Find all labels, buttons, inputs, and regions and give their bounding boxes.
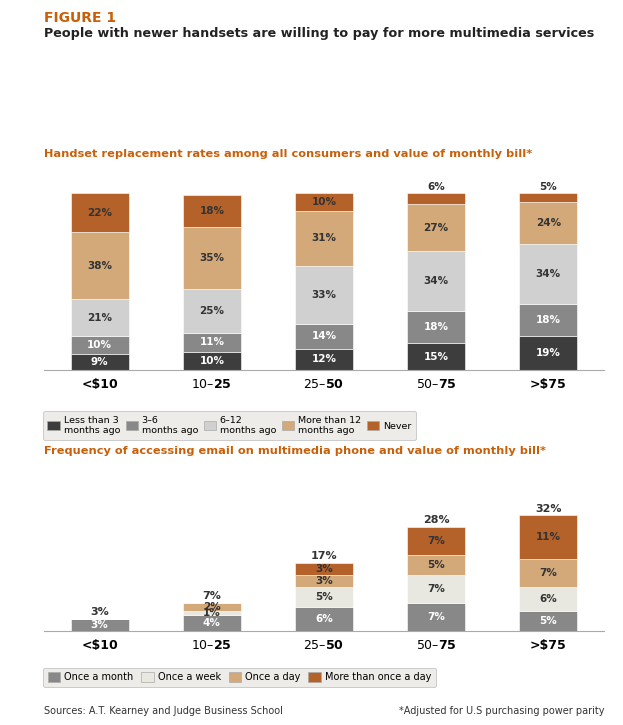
Text: 10%: 10% (312, 197, 336, 207)
Text: 4%: 4% (203, 618, 221, 628)
Text: 9%: 9% (91, 357, 108, 367)
Text: 11%: 11% (199, 337, 224, 347)
Bar (295, 587, 353, 607)
Bar (295, 211, 353, 265)
Text: 7%: 7% (540, 568, 557, 578)
Text: 3%: 3% (91, 620, 108, 630)
Bar (183, 289, 241, 333)
Text: 22%: 22% (87, 207, 112, 218)
Bar (295, 265, 353, 324)
Bar (70, 194, 129, 232)
Bar (519, 336, 578, 370)
Text: 10%: 10% (87, 340, 112, 350)
Bar (407, 343, 465, 370)
Text: 34%: 34% (424, 276, 449, 286)
Text: 28%: 28% (423, 515, 449, 526)
Text: 6%: 6% (427, 182, 445, 192)
Bar (70, 232, 129, 299)
Bar (295, 194, 353, 211)
Bar (407, 252, 465, 312)
Bar (407, 204, 465, 252)
Bar (407, 575, 465, 603)
Bar (70, 299, 129, 336)
Text: 3%: 3% (315, 576, 333, 586)
Text: 27%: 27% (424, 223, 449, 233)
Bar (519, 515, 578, 559)
Text: 7%: 7% (427, 536, 445, 546)
Text: 1%: 1% (203, 608, 221, 618)
Bar (519, 610, 578, 631)
Text: 11%: 11% (536, 532, 561, 542)
Text: 10%: 10% (199, 356, 224, 366)
Text: 33%: 33% (312, 290, 336, 299)
Text: 24%: 24% (536, 218, 561, 228)
Text: 2%: 2% (203, 602, 221, 612)
Text: 14%: 14% (312, 331, 336, 341)
Text: 21%: 21% (87, 312, 112, 323)
Bar (519, 559, 578, 587)
Bar (183, 352, 241, 370)
Bar (295, 324, 353, 349)
Text: 5%: 5% (315, 592, 333, 602)
Bar (519, 244, 578, 304)
Text: 5%: 5% (540, 182, 557, 192)
Text: 3%: 3% (315, 564, 333, 574)
Bar (183, 333, 241, 352)
Text: Frequency of accessing email on multimedia phone and value of monthly bill*: Frequency of accessing email on multimed… (44, 446, 546, 456)
Bar (519, 304, 578, 336)
Text: FIGURE 1: FIGURE 1 (44, 11, 116, 25)
Bar (295, 575, 353, 587)
Text: People with newer handsets are willing to pay for more multimedia services: People with newer handsets are willing t… (44, 27, 594, 40)
Legend: Once a month, Once a week, Once a day, More than once a day: Once a month, Once a week, Once a day, M… (43, 668, 436, 687)
Bar (183, 610, 241, 615)
Text: 18%: 18% (199, 206, 224, 216)
Text: 7%: 7% (427, 612, 445, 622)
Bar (407, 603, 465, 631)
Bar (407, 555, 465, 575)
Text: 34%: 34% (536, 270, 561, 279)
Text: Handset replacement rates among all consumers and value of monthly bill*: Handset replacement rates among all cons… (44, 149, 532, 159)
Text: *Adjusted for U.S purchasing power parity: *Adjusted for U.S purchasing power parit… (399, 705, 604, 716)
Bar (519, 587, 578, 610)
Text: 5%: 5% (540, 616, 557, 626)
Text: 18%: 18% (424, 323, 449, 332)
Text: 7%: 7% (427, 584, 445, 594)
Bar (407, 194, 465, 204)
Bar (70, 336, 129, 354)
Text: 17%: 17% (311, 552, 337, 561)
Bar (295, 349, 353, 370)
Text: 19%: 19% (536, 348, 561, 358)
Bar (70, 354, 129, 370)
Text: Sources: A.T. Kearney and Judge Business School: Sources: A.T. Kearney and Judge Business… (44, 705, 282, 716)
Bar (70, 619, 129, 631)
Text: 38%: 38% (87, 260, 112, 270)
Text: 5%: 5% (427, 560, 445, 570)
Bar (519, 202, 578, 244)
Bar (183, 227, 241, 289)
Text: 6%: 6% (315, 614, 333, 623)
Text: 6%: 6% (540, 594, 557, 604)
Bar (183, 615, 241, 631)
Text: 35%: 35% (199, 252, 224, 262)
Text: 31%: 31% (312, 233, 336, 244)
Bar (407, 527, 465, 555)
Bar (295, 607, 353, 631)
Text: 18%: 18% (536, 315, 561, 326)
Bar (183, 603, 241, 610)
Text: 32%: 32% (535, 504, 561, 513)
Bar (407, 312, 465, 343)
Text: 25%: 25% (199, 306, 224, 315)
Bar (183, 195, 241, 227)
Bar (295, 563, 353, 575)
Bar (519, 194, 578, 202)
Legend: Less than 3
months ago, 3–6
months ago, 6–12
months ago, More than 12
months ago: Less than 3 months ago, 3–6 months ago, … (43, 411, 416, 440)
Text: 7%: 7% (202, 592, 221, 601)
Text: 12%: 12% (312, 354, 336, 364)
Text: 15%: 15% (424, 352, 449, 362)
Text: 3%: 3% (90, 608, 109, 617)
